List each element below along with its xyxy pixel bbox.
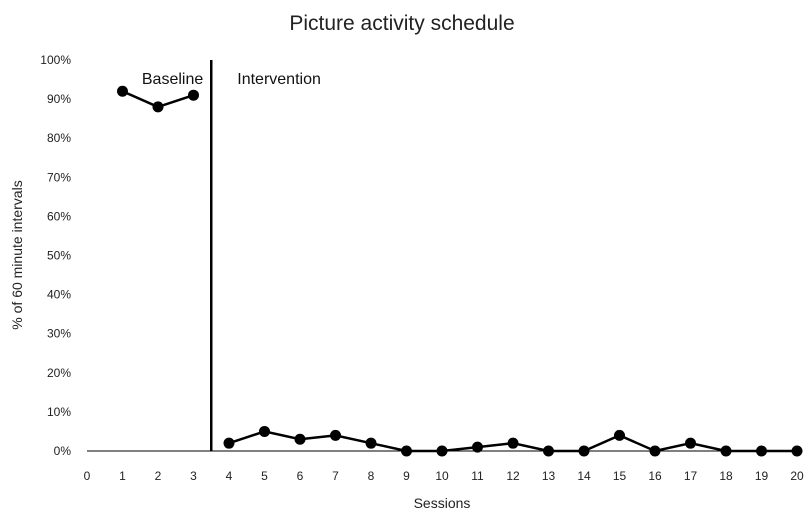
- y-tick-label: 50%: [47, 249, 71, 263]
- x-tick-label: 17: [684, 469, 698, 483]
- phase-label-baseline: Baseline: [142, 71, 203, 88]
- x-tick-label: 15: [613, 469, 627, 483]
- data-point: [685, 437, 696, 449]
- data-point: [223, 437, 235, 449]
- data-point: [436, 445, 448, 457]
- x-tick-label: 13: [542, 469, 556, 483]
- x-tick-label: 5: [261, 469, 268, 483]
- data-point: [330, 429, 341, 441]
- x-tick-label: 2: [155, 469, 162, 483]
- y-tick-label: 80%: [47, 131, 71, 145]
- data-point: [188, 89, 199, 101]
- x-tick-label: 7: [332, 469, 339, 483]
- data-point: [152, 101, 164, 113]
- x-tick-label: 8: [368, 469, 375, 483]
- data-point: [472, 441, 483, 453]
- data-point: [401, 445, 412, 457]
- y-tick-label: 70%: [47, 170, 71, 184]
- y-axis-ticks: 0% 10% 20% 30% 40% 50% 60% 70% 80% 90% 100%: [40, 53, 71, 458]
- phase-label-intervention: Intervention: [237, 71, 321, 88]
- x-tick-label: 4: [226, 469, 233, 483]
- data-point: [649, 445, 661, 457]
- data-point: [614, 429, 625, 441]
- phase-labels: Baseline Intervention: [142, 71, 321, 88]
- x-tick-label: 14: [577, 469, 591, 483]
- y-tick-label: 30%: [47, 327, 71, 341]
- y-tick-label: 90%: [47, 92, 71, 106]
- x-tick-label: 9: [403, 469, 410, 483]
- y-tick-label: 10%: [47, 405, 71, 419]
- data-series: [117, 85, 803, 457]
- x-tick-label: 12: [506, 469, 520, 483]
- y-tick-label: 100%: [40, 53, 71, 67]
- x-tick-label: 10: [435, 469, 449, 483]
- data-point: [365, 437, 377, 449]
- x-tick-label: 19: [755, 469, 769, 483]
- x-tick-label: 6: [297, 469, 304, 483]
- x-axis-ticks: 0 1 2 3 4 5 6 7 8 9 10 11 12 13 14 15 16 17 18 19 20: [84, 469, 804, 483]
- x-tick-label: 16: [648, 469, 662, 483]
- y-tick-label: 0%: [54, 444, 72, 458]
- data-point: [720, 445, 732, 457]
- y-axis-title: % of 60 minute intervals: [9, 180, 25, 329]
- data-point: [294, 433, 306, 445]
- x-axis-title: Sessions: [414, 495, 471, 511]
- y-tick-label: 20%: [47, 366, 71, 380]
- x-tick-label: 0: [84, 469, 91, 483]
- data-point: [543, 445, 554, 457]
- data-point: [117, 85, 128, 97]
- x-tick-label: 20: [790, 469, 804, 483]
- data-point: [578, 445, 590, 457]
- x-tick-label: 1: [119, 469, 126, 483]
- chart-title: Picture activity schedule: [289, 12, 514, 35]
- x-tick-label: 18: [719, 469, 733, 483]
- y-tick-label: 60%: [47, 209, 71, 223]
- x-tick-label: 11: [471, 469, 484, 483]
- data-point: [756, 445, 767, 457]
- data-point: [259, 425, 270, 437]
- x-tick-label: 3: [190, 469, 197, 483]
- data-point: [791, 445, 803, 457]
- y-tick-label: 40%: [47, 288, 71, 302]
- data-point: [507, 437, 519, 449]
